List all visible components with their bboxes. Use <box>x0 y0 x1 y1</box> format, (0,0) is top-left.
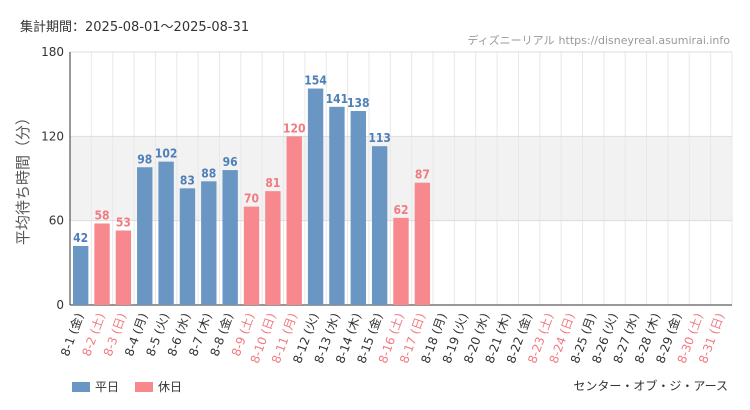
site-name: ディズニーリアル <box>467 34 555 47</box>
bar-value-label: 138 <box>347 96 370 110</box>
bar-value-label: 113 <box>368 131 391 145</box>
site-url[interactable]: https://disneyreal.asumirai.info <box>558 34 730 47</box>
bar <box>307 88 324 306</box>
bar-value-label: 141 <box>326 92 349 106</box>
bar <box>286 136 302 305</box>
bar-value-label: 87 <box>415 168 430 182</box>
y-tick-label: 120 <box>41 129 64 143</box>
bar-value-label: 70 <box>244 192 259 206</box>
y-tick-label: 0 <box>56 298 64 312</box>
bar-value-label: 58 <box>95 208 110 222</box>
bar <box>350 111 366 306</box>
bar-value-label: 96 <box>223 155 238 169</box>
bar <box>115 230 132 305</box>
legend: 平日 休日 <box>72 378 198 395</box>
legend-swatch-weekday <box>72 381 90 392</box>
bar <box>414 182 431 305</box>
bar-value-label: 98 <box>137 152 152 166</box>
period-label: 集計期間：2025-08-01〜2025-08-31 <box>20 20 250 35</box>
legend-label-weekday: 平日 <box>95 380 120 394</box>
bar-value-label: 53 <box>116 216 131 230</box>
legend-item-holiday: 休日 <box>135 378 182 395</box>
legend-swatch-holiday <box>135 381 154 392</box>
y-tick-label: 180 <box>41 45 64 59</box>
bar-value-label: 81 <box>265 176 280 190</box>
y-tick-label: 60 <box>49 214 64 228</box>
bar <box>179 188 196 305</box>
bar-value-label: 154 <box>304 74 327 88</box>
attraction-name: センター・オブ・ジ・アース <box>573 379 728 393</box>
bar <box>243 206 260 305</box>
bar-value-label: 102 <box>155 147 178 161</box>
bar <box>94 223 110 305</box>
legend-label-holiday: 休日 <box>158 380 183 394</box>
bar <box>329 106 345 305</box>
bar <box>72 245 89 305</box>
bar-value-label: 42 <box>73 231 88 245</box>
bar <box>222 170 238 305</box>
bar <box>158 161 174 305</box>
bar-value-label: 120 <box>283 121 306 135</box>
site-credit: ディズニーリアル https://disneyreal.asumirai.info <box>467 32 730 48</box>
bar-value-label: 88 <box>201 166 216 180</box>
bar <box>371 146 388 305</box>
bar <box>393 217 409 305</box>
legend-item-weekday: 平日 <box>72 378 119 395</box>
bar-value-label: 83 <box>180 173 195 187</box>
bar <box>265 191 281 305</box>
bar-value-label: 62 <box>393 203 408 217</box>
bar <box>201 181 217 305</box>
bar <box>137 167 153 305</box>
